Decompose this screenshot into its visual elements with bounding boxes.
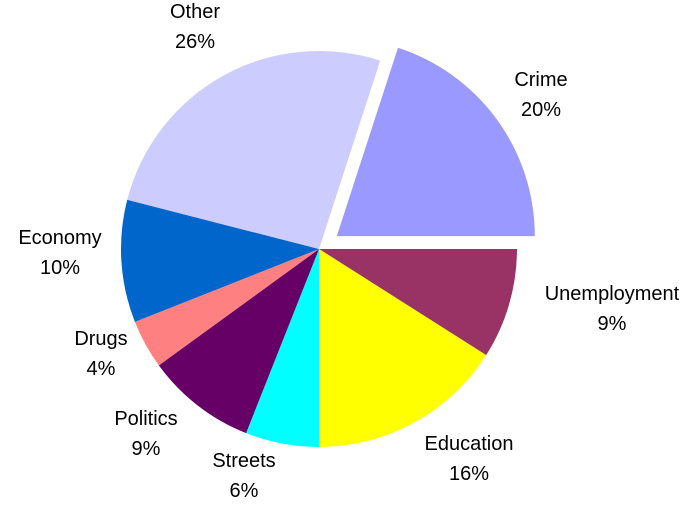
pie-labels: Crime 20% Unemployment 9% Education 16% Street… — [18, 1, 679, 502]
slice-name-unemployment: Unemployment — [545, 283, 680, 305]
slice-percent-crime: 20% — [521, 99, 561, 121]
slice-name-other: Other — [170, 1, 220, 23]
slice-name-streets: Streets — [212, 450, 275, 472]
slice-percent-drugs: 4% — [87, 358, 116, 380]
slice-percent-streets: 6% — [230, 480, 259, 502]
pie-slice-economy — [121, 199, 319, 322]
slice-label-politics: Politics 9% — [114, 408, 177, 460]
slice-label-crime: Crime 20% — [514, 69, 567, 121]
slice-label-streets: Streets 6% — [212, 450, 275, 502]
slice-name-economy: Economy — [18, 227, 101, 249]
slice-name-education: Education — [425, 433, 514, 455]
slice-label-unemployment: Unemployment 9% — [545, 283, 680, 335]
pie-slice-streets — [246, 249, 319, 447]
pie-slice-drugs — [134, 249, 319, 366]
slice-percent-education: 16% — [449, 463, 489, 485]
pie-slices — [121, 47, 535, 447]
pie-slice-education — [319, 249, 487, 447]
slice-percent-economy: 10% — [40, 257, 80, 279]
slice-name-drugs: Drugs — [74, 328, 127, 350]
slice-percent-politics: 9% — [132, 438, 161, 460]
slice-percent-other: 26% — [175, 31, 215, 53]
pie-slice-unemployment — [319, 249, 517, 356]
slice-label-other: Other 26% — [170, 1, 220, 53]
pie-slice-politics — [158, 249, 319, 434]
slice-label-education: Education 16% — [425, 433, 514, 485]
slice-name-politics: Politics — [114, 408, 177, 430]
slice-label-economy: Economy 10% — [18, 227, 101, 279]
slice-name-crime: Crime — [514, 69, 567, 91]
slice-label-drugs: Drugs 4% — [74, 328, 127, 380]
slice-percent-unemployment: 9% — [598, 313, 627, 335]
pie-slice-other — [127, 50, 381, 249]
pie-slice-crime — [336, 47, 535, 237]
